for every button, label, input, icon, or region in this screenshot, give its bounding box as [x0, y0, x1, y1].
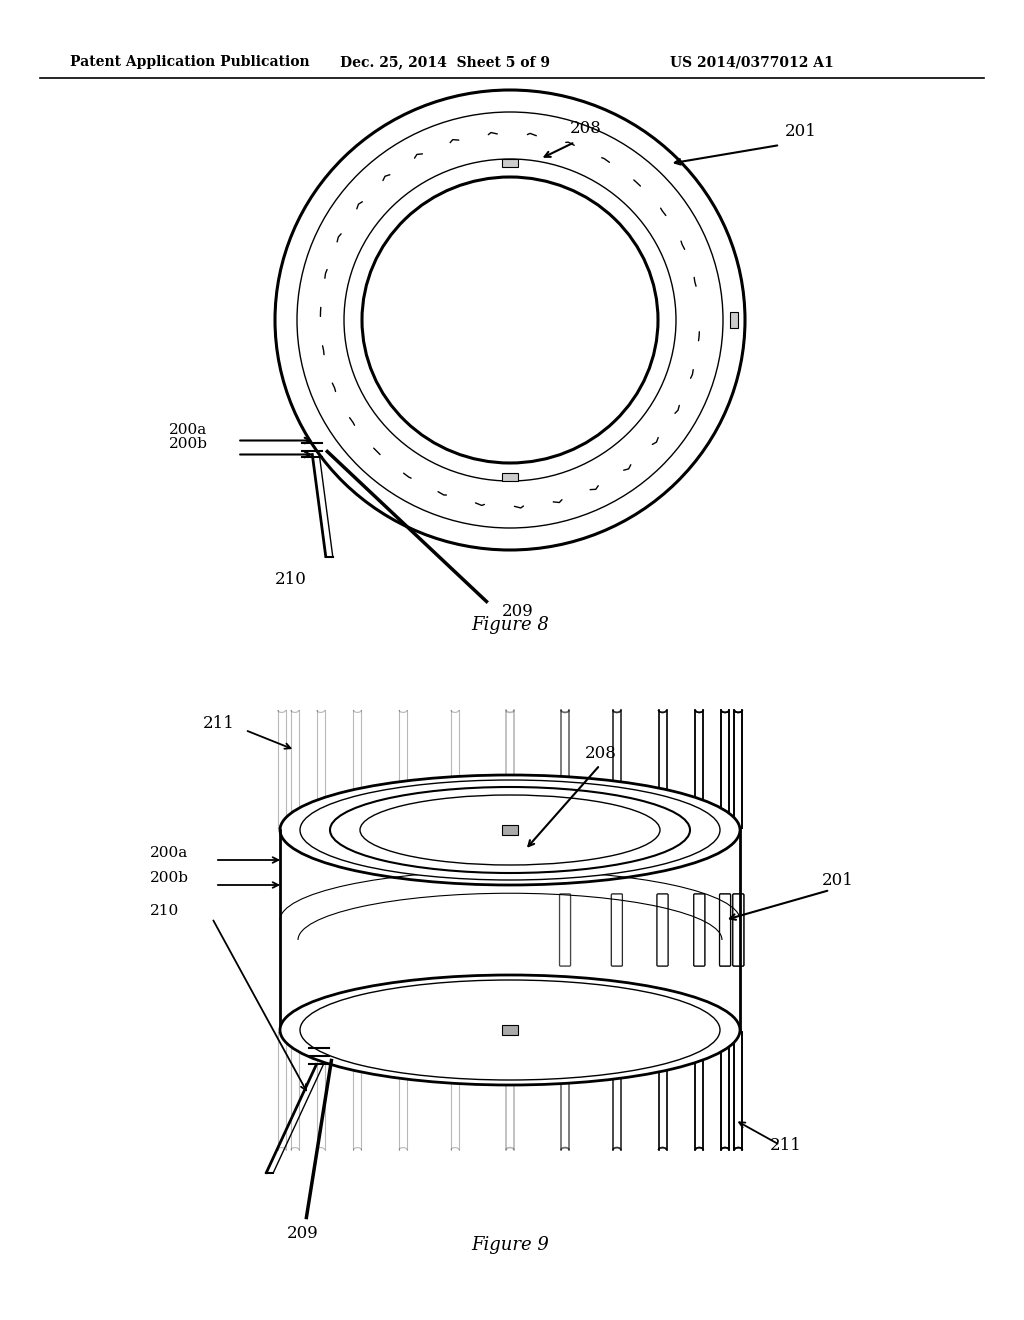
- Text: Figure 8: Figure 8: [471, 616, 549, 634]
- Bar: [502, 158, 518, 168]
- Text: Figure 9: Figure 9: [471, 1236, 549, 1254]
- FancyBboxPatch shape: [694, 894, 705, 966]
- Ellipse shape: [330, 787, 690, 873]
- Ellipse shape: [360, 795, 660, 865]
- Text: 211: 211: [770, 1137, 802, 1154]
- Text: 211: 211: [203, 715, 234, 733]
- FancyBboxPatch shape: [733, 894, 743, 966]
- FancyBboxPatch shape: [559, 894, 570, 966]
- Text: Dec. 25, 2014  Sheet 5 of 9: Dec. 25, 2014 Sheet 5 of 9: [340, 55, 550, 69]
- Ellipse shape: [280, 975, 740, 1085]
- Text: 209: 209: [287, 1225, 318, 1242]
- FancyBboxPatch shape: [694, 894, 705, 966]
- Text: 210: 210: [150, 904, 179, 917]
- Text: 200b: 200b: [169, 437, 208, 451]
- Text: 200b: 200b: [150, 871, 189, 884]
- Text: 201: 201: [822, 873, 854, 888]
- FancyBboxPatch shape: [720, 894, 730, 966]
- FancyBboxPatch shape: [611, 894, 623, 966]
- FancyBboxPatch shape: [657, 894, 668, 966]
- Bar: [502, 473, 518, 480]
- Text: 201: 201: [785, 123, 817, 140]
- Text: 200a: 200a: [169, 424, 208, 437]
- FancyBboxPatch shape: [720, 894, 730, 966]
- Text: 208: 208: [585, 744, 616, 762]
- Text: Patent Application Publication: Patent Application Publication: [70, 55, 309, 69]
- FancyBboxPatch shape: [611, 894, 623, 966]
- Bar: [280, 830, 740, 1030]
- Ellipse shape: [280, 775, 740, 884]
- Ellipse shape: [300, 979, 720, 1080]
- Bar: [730, 312, 738, 327]
- Text: 209: 209: [502, 603, 534, 620]
- Text: US 2014/0377012 A1: US 2014/0377012 A1: [670, 55, 834, 69]
- Text: 208: 208: [570, 120, 602, 137]
- Ellipse shape: [300, 780, 720, 880]
- FancyBboxPatch shape: [559, 894, 570, 966]
- Ellipse shape: [362, 177, 658, 463]
- Bar: [502, 1026, 518, 1035]
- Text: 200a: 200a: [150, 846, 188, 861]
- Ellipse shape: [275, 90, 745, 550]
- Text: 210: 210: [274, 572, 306, 589]
- Bar: [502, 825, 518, 836]
- FancyBboxPatch shape: [657, 894, 668, 966]
- FancyBboxPatch shape: [733, 894, 743, 966]
